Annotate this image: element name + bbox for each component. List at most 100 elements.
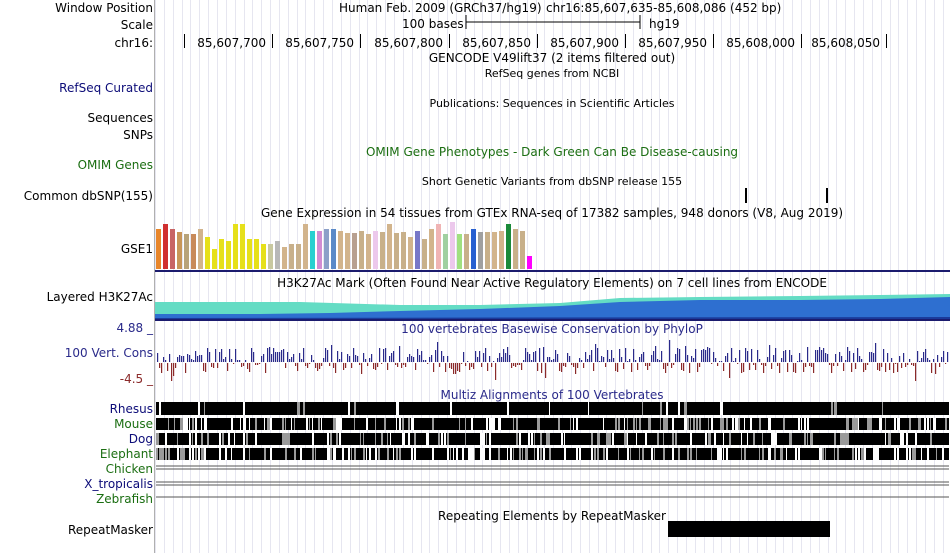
gtex-bar xyxy=(233,224,238,269)
gtex-bar xyxy=(394,233,399,269)
gtex-bar xyxy=(240,224,245,269)
position-text: chr16:85,607,635-85,608,086 (452 bp) xyxy=(546,1,782,15)
gtex-bar xyxy=(485,232,490,269)
species-zebrafish[interactable]: Zebrafish xyxy=(96,492,153,506)
gtex-bar xyxy=(247,239,252,269)
db-label: hg19 xyxy=(649,17,680,31)
publications-title: Publications: Sequences in Scientific Ar… xyxy=(429,97,675,110)
gtex-bar xyxy=(345,233,350,269)
gtex-bar xyxy=(296,244,301,269)
cons-max: 4.88 _ xyxy=(116,321,153,335)
cons-signal xyxy=(157,340,949,381)
repeat-title: Repeating Elements by RepeatMasker xyxy=(438,509,666,523)
omim-genes-label[interactable]: OMIM Genes xyxy=(77,158,153,172)
gtex-bar xyxy=(513,229,518,269)
repeatmasker-label[interactable]: RepeatMasker xyxy=(67,523,153,537)
gtex-bar xyxy=(156,229,161,269)
gtex-bar xyxy=(429,229,434,269)
assembly-title: Human Feb. 2009 (GRCh37/hg19) xyxy=(339,1,542,15)
gtex-bar xyxy=(191,234,196,269)
species-dog[interactable]: Dog xyxy=(128,432,153,446)
chrom-label: chr16: xyxy=(114,36,153,50)
gtex-bar xyxy=(163,224,168,269)
gtex-bar xyxy=(457,234,462,269)
gtex-bar xyxy=(289,244,294,269)
gtex-bar xyxy=(184,234,189,269)
refseq-curated-label[interactable]: RefSeq Curated xyxy=(59,81,153,95)
dbsnp-label[interactable]: Common dbSNP(155) xyxy=(23,189,153,203)
gtex-bar xyxy=(387,224,392,269)
species-mouse[interactable]: Mouse xyxy=(114,417,153,431)
snps-label[interactable]: SNPs xyxy=(123,128,153,142)
cons-min: -4.5 _ xyxy=(119,372,153,386)
gtex-bar xyxy=(436,224,441,269)
gtex-bar xyxy=(492,232,497,269)
ruler-tick-label: 85,607,700 xyxy=(197,36,266,50)
ruler-tick-label: 85,607,900 xyxy=(550,36,619,50)
h3k27ac-label[interactable]: Layered H3K27Ac xyxy=(46,290,153,304)
h3k27ac-signal xyxy=(155,294,950,321)
refseq-title: RefSeq genes from NCBI xyxy=(484,67,620,80)
ruler-tick-label: 85,607,750 xyxy=(285,36,354,50)
gtex-title: Gene Expression in 54 tissues from GTEx … xyxy=(260,206,844,220)
gtex-bar xyxy=(450,222,455,269)
gtex-bar xyxy=(310,231,315,269)
ruler-tick-label: 85,608,000 xyxy=(726,36,795,50)
scale-label: Scale xyxy=(120,18,153,32)
gtex-bar xyxy=(324,229,329,269)
sequences-label[interactable]: Sequences xyxy=(87,111,153,125)
gtex-bar xyxy=(415,231,420,269)
gtex-bar xyxy=(478,232,483,269)
gtex-bar xyxy=(380,232,385,269)
scale-text: 100 bases xyxy=(402,17,464,31)
ruler-tick-label: 85,607,850 xyxy=(462,36,531,50)
scale-bar xyxy=(465,15,641,29)
gtex-bar xyxy=(401,232,406,269)
species-chicken[interactable]: Chicken xyxy=(105,462,153,476)
species-rhesus[interactable]: Rhesus xyxy=(109,402,153,416)
gtex-bar-chart[interactable] xyxy=(0,0,950,275)
gtex-bar xyxy=(443,234,448,269)
species-x-tropicalis[interactable]: X_tropicalis xyxy=(84,477,153,491)
gtex-bar xyxy=(205,237,210,269)
gtex-bar xyxy=(506,224,511,269)
gtex-bar xyxy=(282,247,287,269)
gtex-bar xyxy=(331,229,336,269)
gtex-bar xyxy=(261,244,266,269)
multiz-alignment xyxy=(156,402,949,498)
omim-title: OMIM Gene Phenotypes - Dark Green Can Be… xyxy=(365,145,739,159)
gtex-gene-label[interactable]: GSE1 xyxy=(120,242,153,256)
gtex-bar xyxy=(254,239,259,269)
gtex-bar xyxy=(303,224,308,269)
gtex-bar xyxy=(170,229,175,269)
gtex-bar xyxy=(338,231,343,269)
gtex-bar xyxy=(212,249,217,269)
cons-title: 100 vertebrates Basewise Conservation by… xyxy=(401,322,703,336)
species-elephant[interactable]: Elephant xyxy=(99,447,153,461)
gtex-bar xyxy=(226,241,231,269)
gtex-bar xyxy=(275,241,280,269)
cons-label[interactable]: 100 Vert. Cons xyxy=(64,346,153,360)
gtex-bar xyxy=(464,234,469,269)
gencode-title[interactable]: GENCODE V49lift37 (2 items filtered out) xyxy=(428,51,676,65)
gtex-bar xyxy=(408,237,413,269)
gtex-bar xyxy=(359,231,364,269)
gtex-bar xyxy=(471,229,476,269)
gtex-bar xyxy=(352,233,357,269)
gtex-bar xyxy=(373,231,378,269)
dbsnp-variants[interactable] xyxy=(0,0,950,210)
ruler-tick-label: 85,607,800 xyxy=(374,36,443,50)
gtex-bar xyxy=(499,231,504,269)
gtex-bar xyxy=(527,256,532,269)
gtex-bar xyxy=(177,232,182,269)
h3k27ac-title: H3K27Ac Mark (Often Found Near Active Re… xyxy=(277,276,827,290)
label-divider xyxy=(154,0,155,553)
gtex-bar xyxy=(317,231,322,269)
gtex-bar xyxy=(422,239,427,269)
gtex-bar xyxy=(198,229,203,269)
gtex-bar xyxy=(520,231,525,269)
grid-lines xyxy=(155,0,950,553)
window-position-label: Window Position xyxy=(55,1,153,15)
multiz-title: Multiz Alignments of 100 Vertebrates xyxy=(440,388,664,402)
